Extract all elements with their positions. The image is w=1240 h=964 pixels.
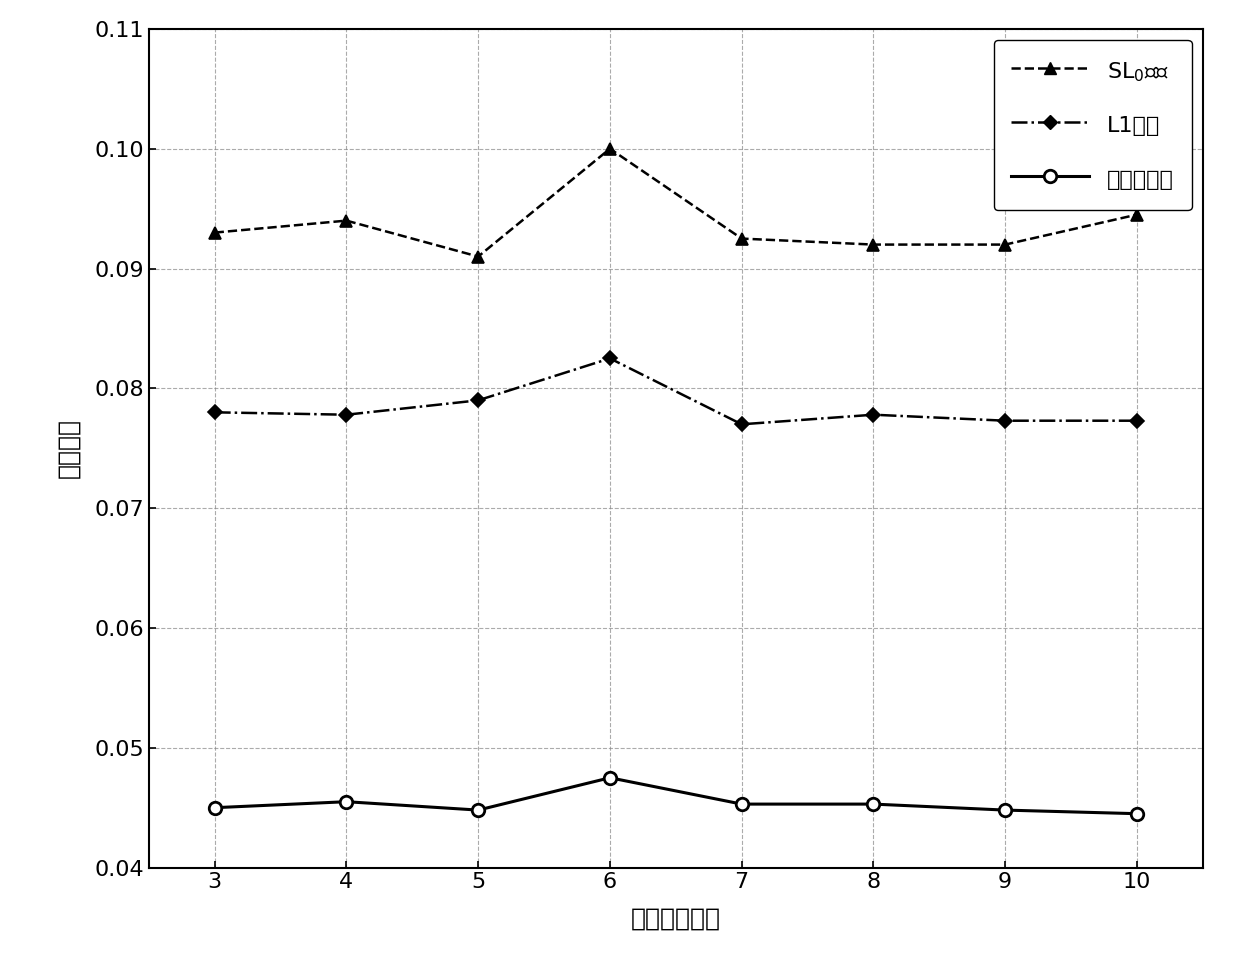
Legend: SL$_0$方法, L1方法, 本发明方法: SL$_0$方法, L1方法, 本发明方法 bbox=[993, 40, 1192, 210]
X-axis label: 脉冲噪声个数: 脉冲噪声个数 bbox=[631, 906, 720, 930]
Y-axis label: 均方误差: 均方误差 bbox=[56, 418, 81, 478]
